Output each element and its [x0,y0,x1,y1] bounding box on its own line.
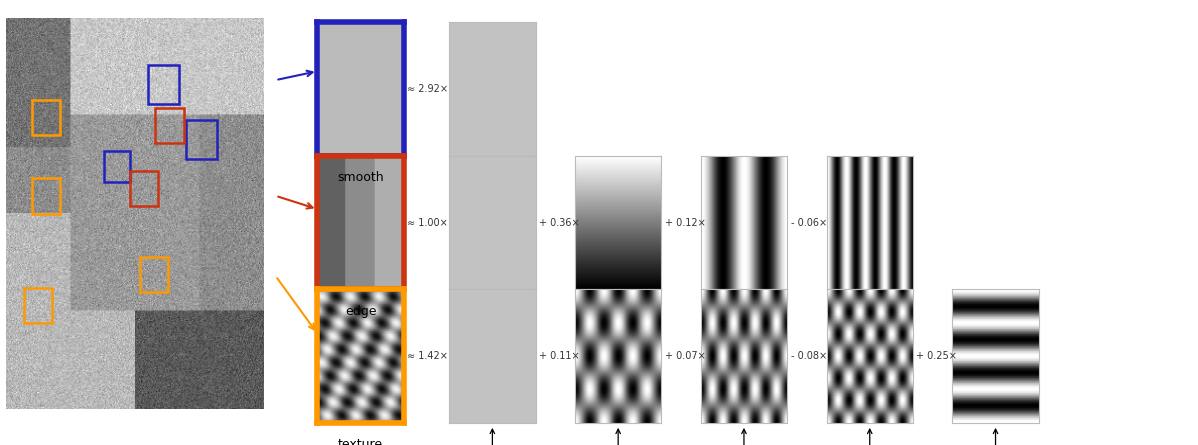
Bar [156,108,183,143]
Bar [129,170,158,206]
Text: ≈ 1.42×: ≈ 1.42× [407,351,448,361]
Text: - 0.08×: - 0.08× [791,351,827,361]
Bar [187,120,217,159]
Bar [31,178,60,214]
Text: ≈ 2.92×: ≈ 2.92× [407,84,448,94]
Bar [31,100,60,135]
Text: edge: edge [345,305,376,318]
Text: + 0.36×: + 0.36× [539,218,580,227]
Text: ≈ 1.00×: ≈ 1.00× [407,218,448,227]
Text: + 0.25×: + 0.25× [916,351,957,361]
Bar [147,65,179,104]
Text: smooth: smooth [338,171,383,184]
Bar [24,288,53,323]
Text: + 0.12×: + 0.12× [665,218,706,227]
Text: texture: texture [338,438,383,445]
Text: + 0.07×: + 0.07× [665,351,706,361]
Bar [104,151,129,182]
Text: + 0.11×: + 0.11× [539,351,580,361]
Text: - 0.06×: - 0.06× [791,218,827,227]
Bar [140,257,168,292]
